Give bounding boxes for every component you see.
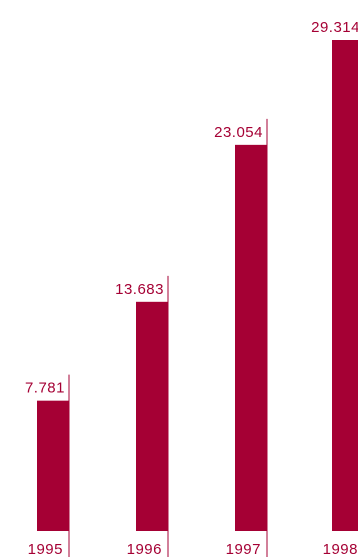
year-label-1995: 1995 — [28, 541, 63, 557]
value-labels-group: 7.781 13.683 23.054 29.314 — [25, 19, 358, 397]
value-label-1996: 13.683 — [115, 281, 164, 298]
bar-1998 — [332, 40, 358, 531]
year-label-1996: 1996 — [127, 541, 162, 557]
value-label-1995: 7.781 — [25, 380, 65, 397]
leader-lines-group — [68, 118, 268, 557]
value-label-1997: 23.054 — [214, 124, 263, 141]
bar-1997 — [235, 144, 267, 531]
year-label-1998: 1998 — [323, 541, 358, 557]
year-label-1997: 1997 — [226, 541, 261, 557]
bar-1996 — [136, 301, 168, 531]
year-labels-group: 1995 1996 1997 1998 — [28, 541, 358, 557]
bars-group — [37, 40, 358, 531]
bar-1995 — [37, 400, 69, 531]
value-label-1998: 29.314 — [311, 19, 358, 36]
